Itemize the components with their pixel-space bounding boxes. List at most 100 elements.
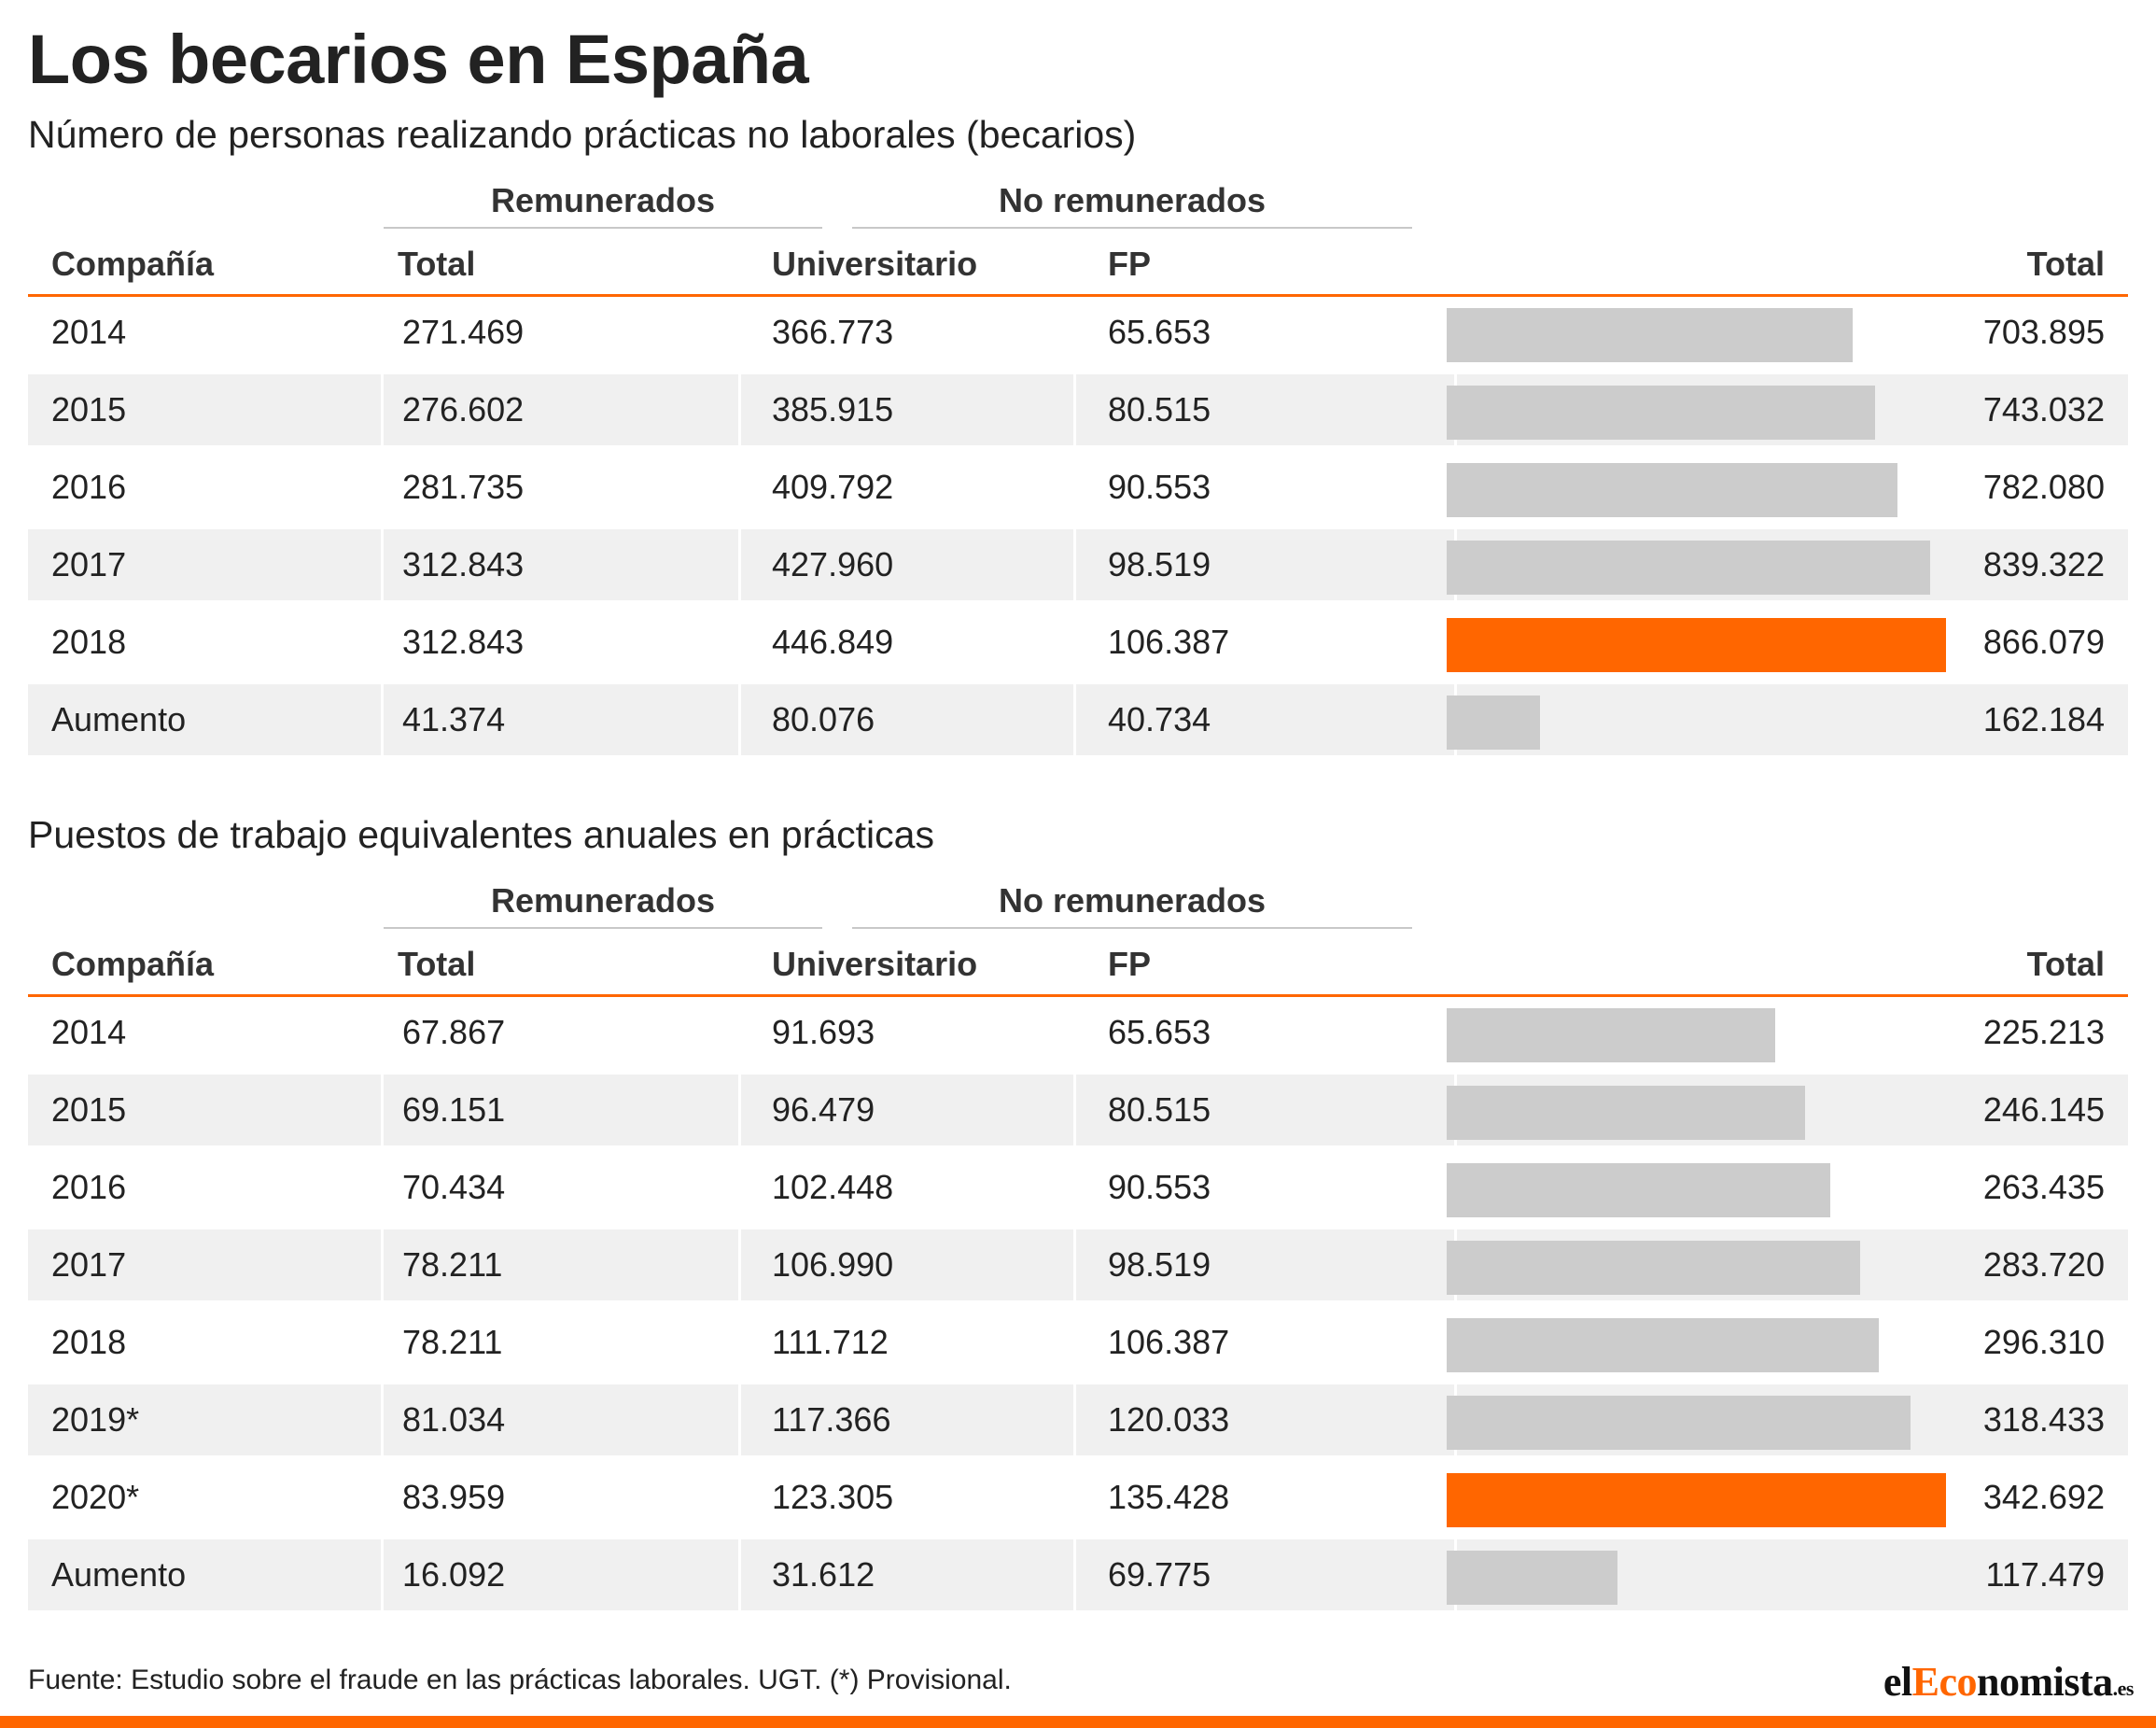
table-row: 2014 271.469 366.773 65.653 703.895	[28, 297, 2128, 368]
remunerados-total-cell: 312.843	[402, 545, 525, 583]
label-cell: 2018	[51, 1323, 127, 1361]
group-label: No remunerados	[998, 181, 1267, 219]
group-label: Remunerados	[490, 181, 716, 219]
column-header: FP	[1108, 245, 1152, 283]
total-bar	[1447, 308, 1853, 362]
row-stripe	[384, 374, 738, 445]
remunerados-total-cell: 41.374	[402, 700, 506, 738]
fp-cell: 106.387	[1108, 1323, 1230, 1361]
label-cell: 2018	[51, 623, 127, 661]
label-cell: 2016	[51, 468, 127, 506]
label-cell: 2016	[51, 1168, 127, 1206]
page-title: Los becarios en España	[28, 21, 809, 98]
universitario-cell: 366.773	[772, 313, 894, 351]
eleconomista-logo: elEconomista.es	[1883, 1659, 2135, 1705]
row-stripe	[741, 1384, 1073, 1455]
row-stripe	[28, 1384, 381, 1455]
remunerados-total-cell: 276.602	[402, 390, 525, 428]
total-bar	[1447, 541, 1930, 595]
remunerados-total-cell: 271.469	[402, 313, 525, 351]
table-2: Remunerados No remunerados Compañía Total Un…	[28, 873, 2128, 1610]
remunerados-total-cell: 67.867	[402, 1013, 506, 1051]
total-cell: 318.433	[1982, 1400, 2105, 1439]
row-stripe	[28, 374, 381, 445]
group-divider	[852, 227, 1412, 229]
total-cell: 782.080	[1982, 468, 2105, 506]
label-cell: Aumento	[51, 700, 187, 738]
column-header: Total	[2026, 945, 2105, 983]
label-cell: 2017	[51, 545, 127, 583]
row-stripe	[1076, 1539, 1454, 1610]
label-cell: Aumento	[51, 1555, 187, 1594]
label-cell: 2017	[51, 1245, 127, 1284]
row-stripe	[384, 1539, 738, 1610]
group-divider	[852, 927, 1412, 929]
total-cell: 283.720	[1982, 1245, 2105, 1284]
total-cell: 839.322	[1982, 545, 2105, 583]
total-cell: 743.032	[1982, 390, 2105, 428]
column-header: Universitario	[772, 245, 978, 283]
table-row: 2016 70.434 102.448 90.553 263.435	[28, 1152, 2128, 1223]
column-header: Total	[2026, 245, 2105, 283]
universitario-cell: 446.849	[772, 623, 894, 661]
total-cell: 246.145	[1982, 1090, 2105, 1129]
universitario-cell: 427.960	[772, 545, 894, 583]
table-row: 2016 281.735 409.792 90.553 782.080	[28, 452, 2128, 523]
fp-cell: 120.033	[1108, 1400, 1230, 1439]
label-cell: 2014	[51, 313, 127, 351]
row-stripe	[1076, 1384, 1454, 1455]
row-stripe	[28, 684, 381, 755]
column-header: Universitario	[772, 945, 978, 983]
group-divider	[384, 227, 822, 229]
column-header: FP	[1108, 945, 1152, 983]
total-bar	[1447, 1008, 1775, 1062]
label-cell: 2015	[51, 390, 127, 428]
total-bar	[1447, 1318, 1879, 1372]
label-cell: 2014	[51, 1013, 127, 1051]
table-1: Remunerados No remunerados Compañía Total Un…	[28, 173, 2128, 755]
table-row: 2015 69.151 96.479 80.515 246.145	[28, 1075, 2128, 1145]
row-stripe	[384, 684, 738, 755]
fp-cell: 65.653	[1108, 1013, 1211, 1051]
table-row: 2018 78.211 111.712 106.387 296.310	[28, 1307, 2128, 1378]
group-divider	[384, 927, 822, 929]
table-row: Aumento 16.092 31.612 69.775 117.479	[28, 1539, 2128, 1610]
row-stripe	[1076, 1075, 1454, 1145]
total-cell: 296.310	[1982, 1323, 2105, 1361]
row-stripe	[1076, 684, 1454, 755]
label-cell: 2015	[51, 1090, 127, 1129]
remunerados-total-cell: 70.434	[402, 1168, 506, 1206]
total-bar	[1447, 463, 1897, 517]
column-header: Compañía	[51, 945, 215, 983]
table-1-subtitle: Número de personas realizando prácticas …	[28, 113, 1137, 156]
universitario-cell: 91.693	[772, 1013, 875, 1051]
total-bar	[1447, 695, 1540, 750]
row-stripe	[28, 1075, 381, 1145]
table-row: 2017 312.843 427.960 98.519 839.322	[28, 529, 2128, 600]
row-stripe	[384, 1075, 738, 1145]
table-row: 2015 276.602 385.915 80.515 743.032	[28, 374, 2128, 445]
fp-cell: 90.553	[1108, 1168, 1211, 1206]
fp-cell: 135.428	[1108, 1478, 1230, 1516]
header-rule	[28, 994, 2128, 997]
row-stripe	[384, 529, 738, 600]
group-label: No remunerados	[998, 881, 1267, 920]
table-row: 2018 312.843 446.849 106.387 866.079	[28, 607, 2128, 678]
row-stripe	[741, 1075, 1073, 1145]
remunerados-total-cell: 78.211	[402, 1245, 503, 1284]
row-stripe	[384, 1384, 738, 1455]
row-stripe	[28, 1539, 381, 1610]
total-bar	[1447, 1086, 1805, 1140]
total-cell: 866.079	[1982, 623, 2105, 661]
total-cell: 342.692	[1982, 1478, 2105, 1516]
fp-cell: 90.553	[1108, 468, 1211, 506]
remunerados-total-cell: 281.735	[402, 468, 525, 506]
universitario-cell: 123.305	[772, 1478, 894, 1516]
total-bar	[1447, 386, 1875, 440]
group-label: Remunerados	[490, 881, 716, 920]
universitario-cell: 31.612	[772, 1555, 875, 1594]
total-cell: 263.435	[1982, 1168, 2105, 1206]
total-cell: 703.895	[1982, 313, 2105, 351]
table-row: Aumento 41.374 80.076 40.734 162.184	[28, 684, 2128, 755]
remunerados-total-cell: 69.151	[402, 1090, 506, 1129]
